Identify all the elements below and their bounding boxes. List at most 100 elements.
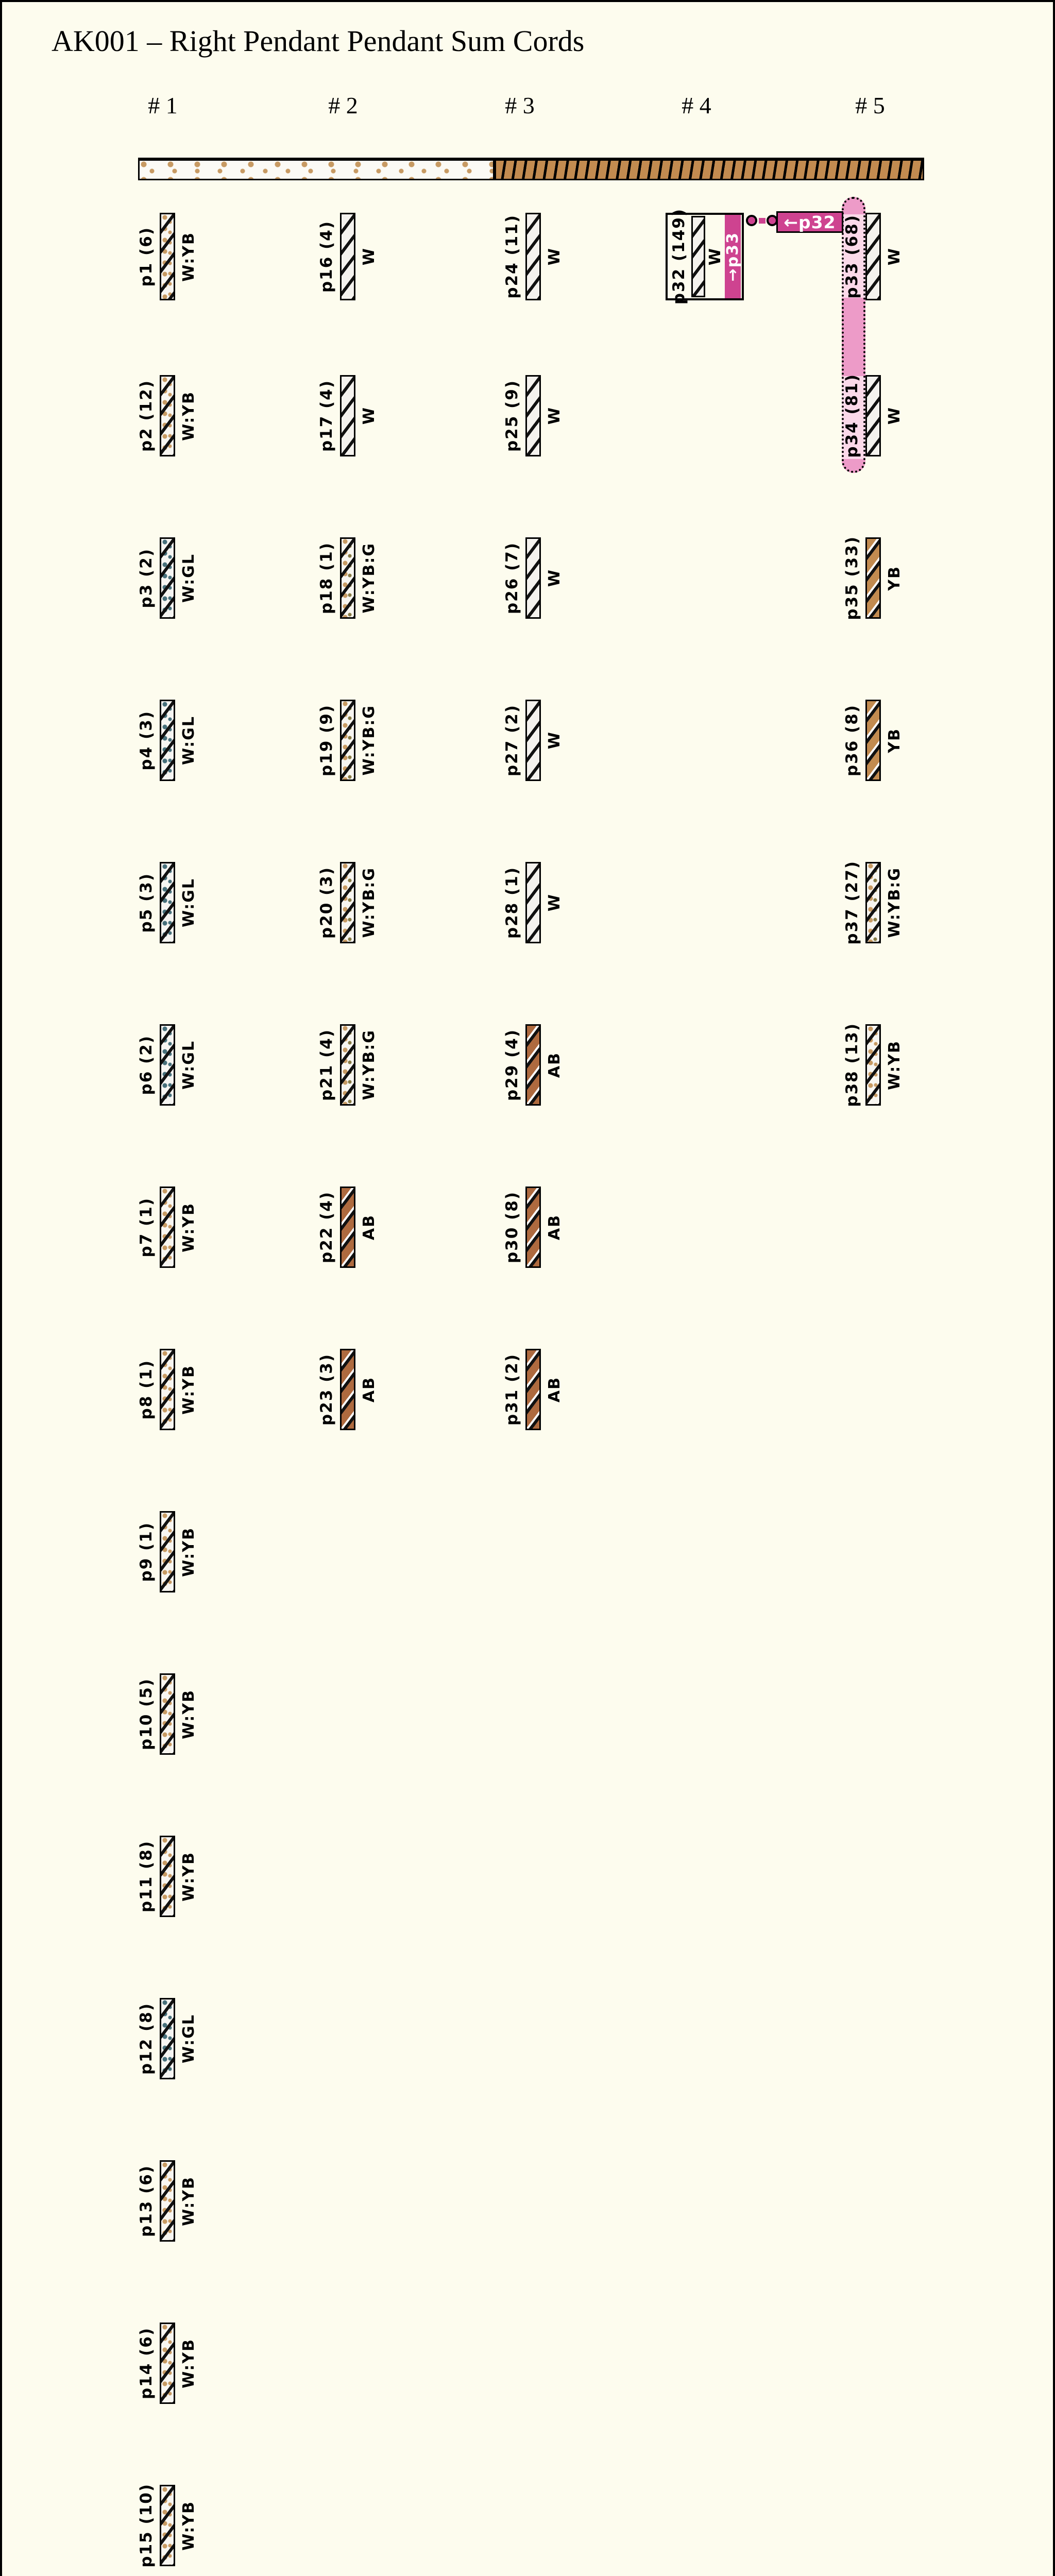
p31-color-code: AB [545, 1376, 564, 1403]
p20-color-code-wrap: W:YB:G [356, 858, 381, 947]
p9-color-code: W:YB [179, 1527, 198, 1577]
p3-color-code: W:GL [179, 553, 198, 603]
p8-label: p8 (1) [137, 1359, 156, 1420]
p6-label: p6 (2) [137, 1035, 156, 1095]
p23-color-code-wrap: AB [356, 1345, 381, 1434]
p35-label-wrap: p35 (33) [840, 533, 864, 623]
p17-label: p17 (4) [317, 379, 336, 452]
p22-color-code: AB [360, 1214, 378, 1241]
p10-cord [160, 1673, 175, 1755]
sum-highlight-capsule [842, 197, 865, 473]
p26-color-code-wrap: W [542, 533, 567, 623]
p31-color-code-wrap: AB [542, 1345, 567, 1434]
p11-color-code-wrap: W:YB [176, 1832, 201, 1921]
p29-label: p29 (4) [503, 1028, 521, 1101]
p15-color-code: W:YB [179, 2500, 198, 2551]
p13-color-code-wrap: W:YB [176, 2156, 201, 2246]
p2-label-wrap: p2 (12) [134, 371, 159, 461]
p2-color-code-wrap: W:YB [176, 371, 201, 461]
p22-label: p22 (4) [317, 1191, 336, 1264]
p22-label-wrap: p22 (4) [314, 1182, 339, 1272]
p23-label-wrap: p23 (3) [314, 1345, 339, 1434]
p25-cord [525, 375, 541, 456]
p38-color-code-wrap: W:YB [882, 1020, 907, 1110]
p16-color-code-wrap: W [356, 209, 381, 304]
p32-cord [691, 216, 705, 297]
p28-color-code-wrap: W [542, 858, 567, 947]
p29-color-code-wrap: AB [542, 1020, 567, 1110]
p12-color-code-wrap: W:GL [176, 1994, 201, 2083]
p1-color-code: W:YB [179, 231, 198, 282]
column-header-2: # 2 [328, 92, 358, 118]
p20-label-wrap: p20 (3) [314, 858, 339, 947]
p38-label: p38 (13) [843, 1023, 861, 1107]
p19-color-code: W:YB:G [360, 705, 378, 776]
p7-cord [160, 1187, 175, 1268]
p17-cord [340, 375, 355, 456]
p35-color-code: YB [885, 565, 904, 591]
p4-label-wrap: p4 (3) [134, 696, 159, 785]
p21-label-wrap: p21 (4) [314, 1020, 339, 1110]
p28-color-code: W [545, 893, 564, 912]
p3-cord [160, 537, 175, 619]
p25-label: p25 (9) [503, 379, 521, 452]
p7-color-code-wrap: W:YB [176, 1182, 201, 1272]
p16-cord [340, 213, 355, 300]
p8-label-wrap: p8 (1) [134, 1345, 159, 1434]
p16-label-wrap: p16 (4) [314, 209, 339, 304]
p21-color-code-wrap: W:YB:G [356, 1020, 381, 1110]
p15-color-code-wrap: W:YB [176, 2481, 201, 2570]
p26-color-code: W [545, 569, 564, 587]
connector-dot-left [746, 215, 757, 226]
p27-color-code-wrap: W [542, 696, 567, 785]
p17-color-code: W [360, 406, 378, 425]
p4-color-code: W:GL [179, 716, 198, 765]
p9-label-wrap: p9 (1) [134, 1507, 159, 1597]
p6-cord [160, 1024, 175, 1106]
p34-cord [865, 375, 881, 456]
p5-label: p5 (3) [137, 872, 156, 933]
p18-label-wrap: p18 (1) [314, 533, 339, 623]
p32-sum-pointer-bar: →p33 [724, 215, 742, 298]
column-header-3: # 3 [505, 92, 535, 118]
p11-label: p11 (8) [137, 1840, 156, 1913]
p12-label: p12 (8) [137, 2002, 156, 2075]
p13-label-wrap: p13 (6) [134, 2156, 159, 2246]
p7-color-code: W:YB [179, 1202, 198, 1252]
p1-label-wrap: p1 (6) [134, 209, 159, 304]
p1-color-code-wrap: W:YB [176, 209, 201, 304]
p20-label: p20 (3) [317, 866, 336, 939]
sum-pointer-label: →p33 [724, 231, 742, 282]
p24-label: p24 (11) [503, 214, 521, 299]
p27-color-code: W [545, 731, 564, 750]
p10-color-code: W:YB [179, 1689, 198, 1739]
p5-label-wrap: p5 (3) [134, 858, 159, 947]
p15-cord [160, 2485, 175, 2566]
p14-cord [160, 2323, 175, 2404]
p20-cord [340, 862, 355, 943]
p4-label: p4 (3) [137, 710, 156, 771]
p7-label: p7 (1) [137, 1197, 156, 1258]
p37-label-wrap: p37 (27) [840, 858, 864, 947]
p30-color-code: AB [545, 1214, 564, 1241]
p18-label: p18 (1) [317, 541, 336, 615]
p35-cord [865, 537, 881, 619]
p15-label-wrap: p15 (10) [134, 2481, 159, 2570]
p20-color-code: W:YB:G [360, 867, 378, 938]
column-header-5: # 5 [855, 92, 885, 118]
p17-label-wrap: p17 (4) [314, 371, 339, 461]
p8-color-code: W:YB [179, 1364, 198, 1415]
p19-label: p19 (9) [317, 704, 336, 777]
p6-label-wrap: p6 (2) [134, 1020, 159, 1110]
p32-label: p32 (149) [670, 208, 688, 305]
p24-color-code: W [545, 247, 564, 266]
p29-color-code: AB [545, 1052, 564, 1078]
p9-label: p9 (1) [137, 1521, 156, 1582]
p5-color-code: W:GL [179, 878, 198, 927]
p25-color-code-wrap: W [542, 371, 567, 461]
p21-label: p21 (4) [317, 1028, 336, 1101]
p24-cord [525, 213, 541, 300]
primary-cord-left-segment [138, 158, 495, 180]
p36-label: p36 (8) [843, 704, 861, 777]
p38-cord [865, 1024, 881, 1106]
